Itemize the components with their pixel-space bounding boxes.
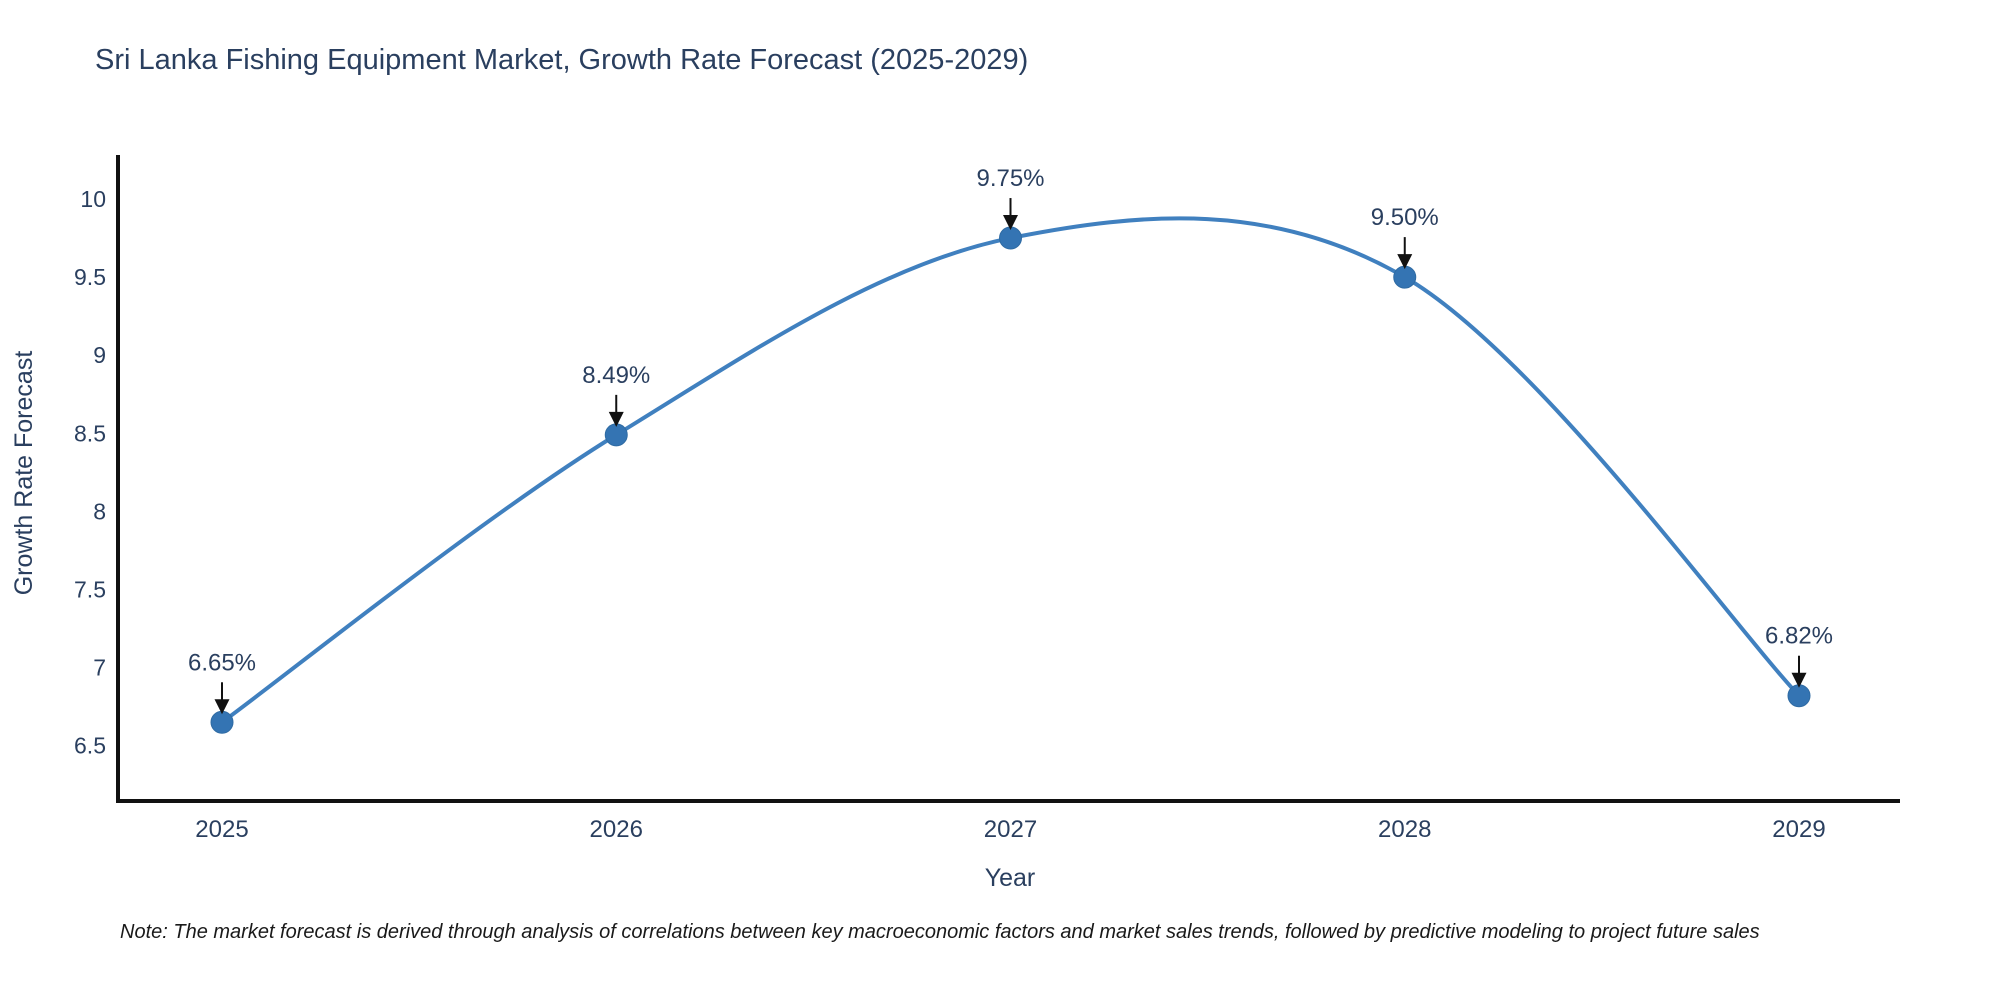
- annotation-arrow-head: [1003, 215, 1018, 231]
- y-tick-label: 9.5: [74, 264, 106, 290]
- footnote: Note: The market forecast is derived thr…: [120, 921, 1760, 943]
- annotation-arrow-head: [1397, 254, 1413, 270]
- x-axis-title: Year: [984, 864, 1036, 892]
- y-tick-label: 10: [80, 186, 106, 212]
- data-point-marker: [1787, 684, 1811, 708]
- x-tick-label: 2025: [195, 816, 248, 843]
- x-tick-label: 2027: [984, 816, 1037, 843]
- point-label: 6.65%: [188, 649, 256, 676]
- point-label: 9.75%: [976, 165, 1044, 192]
- data-point-marker: [1393, 265, 1417, 289]
- x-tick-label: 2026: [590, 816, 643, 843]
- annotation-arrow-head: [1791, 672, 1807, 688]
- annotation-arrow-head: [608, 411, 624, 427]
- data-point-marker: [604, 423, 628, 447]
- point-label: 6.82%: [1765, 623, 1833, 650]
- y-axis-title: Growth Rate Forecast: [10, 350, 38, 596]
- data-point-marker: [999, 226, 1022, 250]
- y-tick-label: 8.5: [74, 420, 106, 446]
- y-tick-label: 8: [93, 498, 106, 524]
- x-tick-label: 2029: [1772, 816, 1825, 843]
- point-label: 8.49%: [582, 362, 650, 389]
- chart-title: Sri Lanka Fishing Equipment Market, Grow…: [95, 44, 1029, 76]
- y-tick-label: 7.5: [74, 577, 106, 603]
- point-label: 9.50%: [1371, 204, 1439, 231]
- y-tick-label: 6.5: [74, 733, 106, 759]
- y-tick-label: 7: [93, 655, 106, 681]
- x-tick-label: 2028: [1378, 816, 1431, 843]
- y-tick-label: 9: [93, 342, 106, 368]
- annotation-arrow-head: [214, 699, 230, 715]
- series-line: [220, 216, 1801, 725]
- data-point-marker: [210, 710, 234, 734]
